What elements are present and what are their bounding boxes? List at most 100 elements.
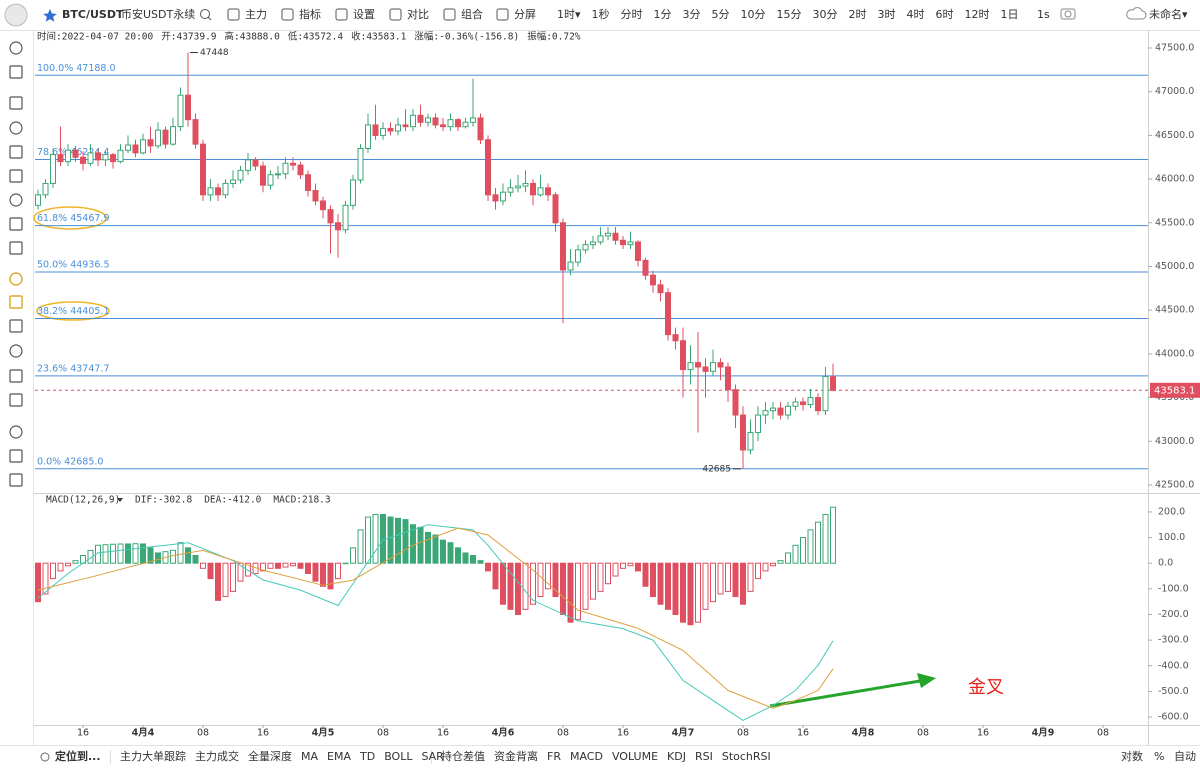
speed[interactable]: 1s: [1037, 8, 1050, 21]
interval[interactable]: 4时: [907, 8, 925, 21]
axis-option[interactable]: 自动: [1174, 750, 1196, 763]
locate-icon[interactable]: [40, 752, 50, 762]
cloud-icon[interactable]: [1126, 7, 1147, 20]
camera-icon[interactable]: [1060, 8, 1076, 20]
tool-icon[interactable]: [9, 193, 23, 207]
indicator-tab[interactable]: BOLL: [384, 750, 413, 763]
macd-bar: [755, 562, 761, 580]
fib-label: 38.2% 44405.1: [37, 306, 109, 317]
interval[interactable]: 3时: [878, 8, 896, 21]
interval[interactable]: 1分: [654, 8, 672, 21]
interval[interactable]: 12时: [965, 8, 990, 21]
toolbar-icon[interactable]: [443, 8, 456, 21]
tool-icon[interactable]: [9, 272, 23, 286]
indicator-tab[interactable]: 主力大单跟踪: [120, 749, 186, 763]
indicator-tab[interactable]: EMA: [327, 750, 351, 763]
candle-body: [807, 397, 814, 406]
low-marker-label: 42685: [702, 464, 731, 474]
tool-icon[interactable]: [9, 217, 23, 231]
indicator-tab[interactable]: VOLUME: [612, 750, 658, 763]
indicator-tab[interactable]: RSI: [695, 750, 713, 763]
fib-label: 0.0% 42685.0: [37, 456, 103, 467]
x-tick-label: 08: [557, 728, 569, 739]
locate-button[interactable]: 定位到...: [55, 749, 101, 763]
candle-body: [312, 189, 319, 202]
indicator-tab[interactable]: TD: [359, 750, 375, 763]
interval[interactable]: 3分: [683, 8, 701, 21]
interval[interactable]: 10分: [741, 8, 766, 21]
symbol[interactable]: BTC/USDT: [62, 8, 124, 21]
tool-icon[interactable]: [9, 41, 23, 55]
macd-bar: [770, 562, 776, 567]
tool-icon[interactable]: [9, 65, 23, 79]
indicator-tab[interactable]: KDJ: [667, 750, 686, 763]
x-tick-label: 4月9: [1032, 728, 1055, 739]
y-tick-label: 45500.0: [1155, 217, 1194, 228]
tool-icon[interactable]: [9, 96, 23, 110]
macd-dropdown[interactable]: [117, 498, 123, 502]
indicator-tab[interactable]: 全量深度: [248, 749, 292, 763]
interval[interactable]: 5分: [712, 8, 730, 21]
interval[interactable]: 30分: [813, 8, 838, 21]
indicator-tab[interactable]: StochRSI: [722, 750, 771, 763]
indicator-tab[interactable]: 主力成交: [195, 749, 239, 763]
indicator-tab[interactable]: MA: [301, 750, 318, 763]
toolbar-icon[interactable]: [227, 8, 240, 21]
indicator-tab[interactable]: FR: [547, 750, 561, 763]
macd-bar: [297, 562, 304, 569]
candle-body: [590, 241, 596, 246]
tool-icon[interactable]: [9, 121, 23, 135]
candle-body: [410, 114, 416, 128]
tool-icon[interactable]: [9, 169, 23, 183]
tool-icon[interactable]: [9, 473, 23, 487]
toolbar-item[interactable]: 设置: [353, 8, 375, 21]
tool-icon[interactable]: [9, 369, 23, 383]
tool-icon[interactable]: [9, 145, 23, 159]
candle-body: [102, 154, 109, 161]
market[interactable]: 币安USDT永续: [121, 7, 195, 21]
search-icon[interactable]: [200, 9, 210, 19]
toolbar-icon[interactable]: [335, 8, 348, 21]
account[interactable]: 未命名▾: [1149, 7, 1188, 21]
interval[interactable]: 分时: [621, 8, 643, 21]
toolbar-item[interactable]: 对比: [407, 7, 429, 21]
tool-icon[interactable]: [9, 241, 23, 255]
tool-icon[interactable]: [9, 319, 23, 333]
indicator-tab[interactable]: SAR: [421, 750, 444, 763]
interval[interactable]: 15分: [777, 8, 802, 21]
toolbar-item[interactable]: 组合: [461, 7, 483, 21]
interval[interactable]: 6时: [936, 8, 954, 21]
tool-icon[interactable]: [9, 425, 23, 439]
toolbar-item[interactable]: 分屏: [514, 8, 536, 21]
logo[interactable]: [4, 3, 28, 27]
tool-icon[interactable]: [9, 295, 23, 309]
toolbar-item[interactable]: 指标: [299, 7, 321, 21]
macd-bar: [207, 562, 214, 580]
macd-bar: [380, 513, 386, 564]
candle-body: [95, 152, 101, 161]
tool-icon[interactable]: [9, 449, 23, 463]
interval[interactable]: 1时▾: [557, 8, 581, 21]
tool-icon[interactable]: [9, 344, 23, 358]
toolbar-item[interactable]: 主力: [245, 8, 267, 21]
toolbar-icon[interactable]: [281, 8, 294, 21]
macd-bar: [440, 539, 446, 564]
interval[interactable]: 1秒: [592, 7, 610, 21]
macd-bar: [762, 562, 769, 572]
interval[interactable]: 2时: [849, 8, 867, 21]
toolbar-icon[interactable]: [389, 8, 402, 21]
favorite-icon[interactable]: [43, 9, 57, 22]
macd-bar: [65, 562, 71, 567]
interval[interactable]: 1日: [1001, 8, 1019, 21]
indicator-tab[interactable]: MACD: [570, 750, 603, 763]
axis-option[interactable]: 对数: [1121, 749, 1143, 763]
macd-bar: [342, 562, 349, 565]
toolbar-icon[interactable]: [496, 8, 509, 21]
axis-option[interactable]: %: [1154, 750, 1164, 763]
indicator-tab[interactable]: 资金背离: [494, 749, 538, 763]
macd-bar: [170, 549, 176, 564]
macd-bar: [425, 531, 431, 564]
indicator-tab[interactable]: 持仓差值: [441, 749, 485, 763]
candle-body: [567, 261, 574, 271]
tool-icon[interactable]: [9, 393, 23, 407]
